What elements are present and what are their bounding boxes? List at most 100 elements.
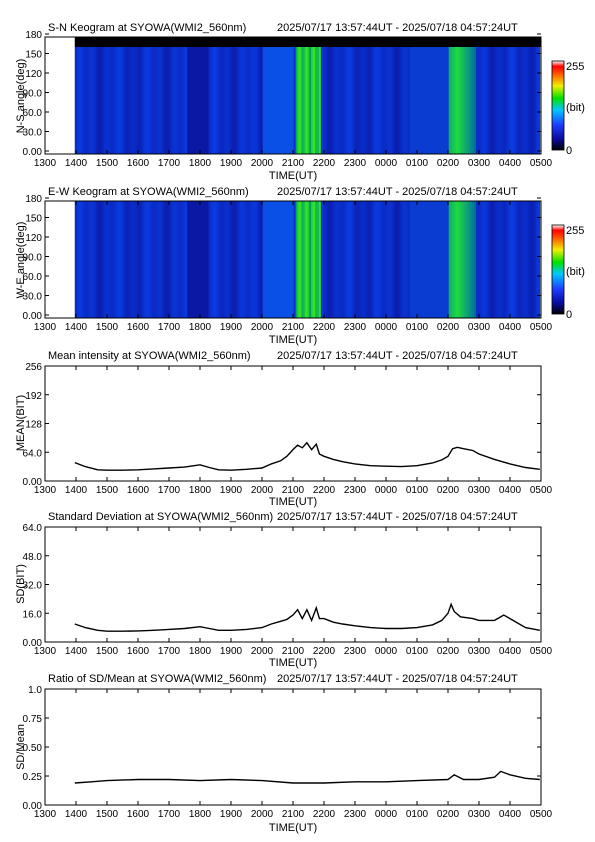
keogram-column: [344, 47, 347, 154]
keogram-column: [471, 201, 475, 318]
keogram-column: [458, 47, 461, 154]
x-tick-label: 0500: [530, 322, 553, 333]
keogram-column: [140, 47, 143, 154]
panel-title: Standard Deviation at SYOWA(WMI2_560nm): [48, 511, 273, 523]
keogram-column: [266, 47, 269, 154]
x-tick-label: 1400: [65, 485, 88, 496]
y-axis: 0.00 0.25 0.50 0.75 1.0: [23, 685, 541, 812]
keogram-column: [253, 201, 256, 318]
keogram-column: [247, 201, 250, 318]
keogram-column: [94, 201, 97, 318]
keogram-column: [179, 47, 182, 154]
x-tick-label: 1700: [158, 809, 181, 820]
keogram-column: [386, 201, 390, 318]
keogram-column: [229, 201, 233, 318]
keogram-column: [489, 201, 492, 318]
x-tick-label: 0400: [499, 322, 522, 333]
keogram-column: [274, 201, 277, 318]
x-tick-label: 0000: [375, 646, 398, 657]
keogram-column: [84, 47, 87, 154]
keogram-column: [113, 47, 116, 154]
keogram-column: [291, 201, 295, 318]
keogram-column: [262, 201, 266, 318]
keogram-column: [163, 201, 167, 318]
keogram-column: [392, 201, 395, 318]
keogram-column: [427, 201, 430, 318]
panel-time-range: 2025/07/17 13:57:44UT - 2025/07/18 04:57…: [277, 511, 518, 523]
keogram-column: [375, 47, 378, 154]
x-axis: 1300 1400 1500 1600 1700 1800 1900 2000 2100 2200…: [34, 527, 553, 657]
keogram-column: [499, 47, 502, 154]
x-tick-label: 0100: [406, 158, 429, 169]
y-tick-label: 120: [25, 233, 42, 244]
keogram-column: [452, 47, 455, 154]
y-tick-label: 0.00: [23, 801, 43, 812]
colorbar-min-label: 0: [566, 309, 572, 321]
x-tick-label: 2000: [251, 322, 274, 333]
keogram-column: [532, 201, 535, 318]
x-tick-label: 0200: [437, 158, 460, 169]
keogram-column: [347, 47, 351, 154]
keogram-column: [462, 47, 465, 154]
keogram-column: [320, 47, 324, 154]
keogram-column: [334, 47, 337, 154]
keogram-column: [528, 201, 531, 318]
keogram-column: [119, 201, 122, 318]
keogram-column: [475, 201, 479, 318]
keogram-column: [456, 47, 459, 154]
y-tick-label: 150: [25, 50, 42, 61]
keogram-column: [125, 47, 128, 154]
y-axis-label: SD(BIT): [15, 564, 27, 604]
keogram-column: [173, 47, 176, 154]
keogram-column: [481, 47, 484, 154]
keogram-column: [216, 47, 219, 154]
keogram-column: [191, 201, 194, 318]
keogram-column: [123, 47, 126, 154]
keogram-column: [76, 47, 80, 154]
x-tick-label: 1400: [65, 322, 88, 333]
panel-standard-deviation: Standard Deviation at SYOWA(WMI2_560nm) …: [15, 511, 553, 669]
keogram-column: [295, 47, 298, 154]
plot-frame: [44, 526, 542, 643]
y-axis: 0.00 16.0 32.0 48.0 64.0: [23, 523, 541, 649]
keogram-column: [280, 201, 283, 318]
keogram-column: [210, 201, 213, 318]
keogram-column: [406, 47, 409, 154]
keogram-column: [258, 47, 262, 154]
keogram-column: [334, 201, 337, 318]
keogram-column: [156, 201, 159, 318]
keogram-column: [287, 47, 291, 154]
keogram-column: [146, 47, 149, 154]
keogram-column: [522, 47, 525, 154]
keogram-column: [394, 47, 397, 154]
keogram-column: [179, 201, 182, 318]
keogram-column: [115, 47, 118, 154]
keogram-column: [398, 47, 401, 154]
panel-title: S-N Keogram at SYOWA(WMI2_560nm): [48, 22, 246, 34]
x-tick-label: 0000: [375, 809, 398, 820]
keogram-column: [460, 201, 463, 318]
keogram-column: [367, 201, 370, 318]
y-tick-label: 64.0: [23, 448, 43, 459]
keogram-column: [409, 201, 413, 318]
keogram-column: [117, 201, 120, 318]
keogram-column: [204, 47, 207, 154]
keogram-column: [450, 47, 453, 154]
keogram-column: [371, 201, 374, 318]
keogram-column: [214, 201, 217, 318]
keogram-column: [365, 47, 368, 154]
keogram-column: [272, 47, 275, 154]
keogram-column: [324, 47, 328, 154]
keogram-column: [311, 201, 314, 318]
x-tick-label: 2000: [251, 158, 274, 169]
keogram-column: [194, 47, 198, 154]
keogram-column: [92, 201, 95, 318]
keogram-column: [493, 47, 496, 154]
x-tick-label: 1500: [96, 485, 119, 496]
keogram-column: [537, 47, 541, 154]
x-tick-label: 0400: [499, 646, 522, 657]
keogram-column: [353, 201, 357, 318]
keogram-column: [468, 47, 471, 154]
keogram-column: [289, 201, 293, 318]
keogram-column: [520, 47, 523, 154]
